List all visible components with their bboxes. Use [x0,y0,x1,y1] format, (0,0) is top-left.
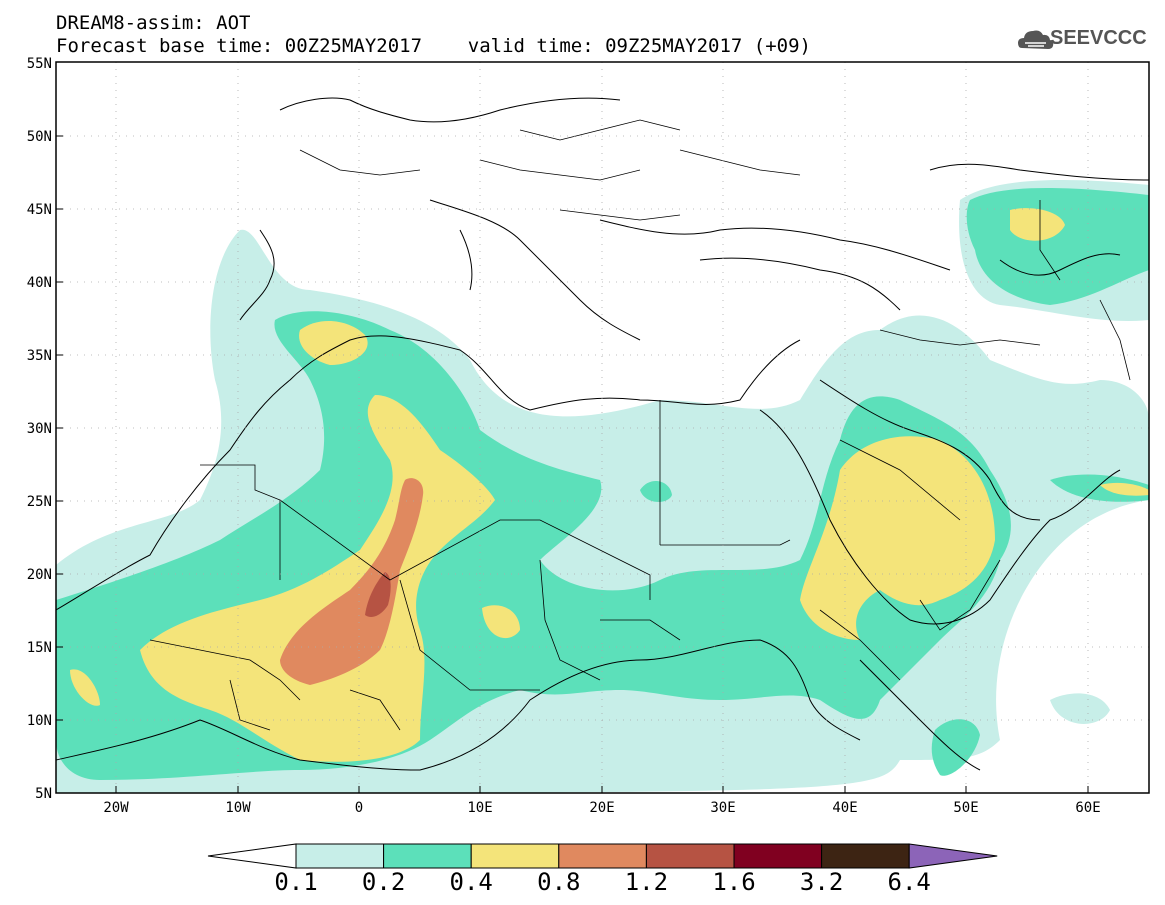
gridlines [56,62,1149,793]
lat-label: 15N [27,640,52,656]
lon-label: 50E [953,800,978,816]
title-line-1: DREAM8-assim: AOT [56,12,251,34]
lat-label: 50N [27,129,52,145]
lat-label: 40N [27,275,52,291]
lat-label: 10N [27,713,52,729]
logo-text: SEEVCCC [1050,27,1147,49]
cloud-icon [1018,30,1054,49]
lon-label: 10W [225,800,251,816]
borders [149,119,1131,731]
lat-label: 55N [27,56,52,72]
lon-labels: 20W 10W 0 10E 20E 30E 40E 50E 60E [103,800,1100,816]
lat-labels: 5N 10N 15N 20N 25N 30N 35N 40N 45N 50N 5… [27,56,52,802]
colorbar-segment [821,843,910,869]
lat-label: 25N [27,494,52,510]
colorbar-label: 0.8 [537,868,581,896]
colorbar-label: 0.1 [274,868,318,896]
lat-label: 5N [35,786,52,802]
colorbar-label: 0.4 [449,868,493,896]
colorbar-label: 3.2 [799,868,844,896]
lon-label: 30E [710,800,735,816]
title-line-2: Forecast base time: 00Z25MAY2017 valid t… [56,35,811,57]
lon-label: 10E [467,800,492,816]
colorbar-label: 1.6 [712,868,756,896]
colorbar-label: 6.4 [887,868,931,896]
colorbar-segment [733,843,823,869]
lon-label: 40E [832,800,857,816]
colorbar-segment [383,843,472,869]
colorbar-label: 0.2 [361,868,406,896]
colorbar-segment [295,843,385,869]
lat-label: 45N [27,202,52,218]
colorbar-segment [470,843,560,869]
lat-label: 20N [27,567,52,583]
lon-label: 0 [355,800,363,816]
colorbar-over-triangle [908,843,998,869]
lon-label: 60E [1075,800,1100,816]
axis-ticks [56,135,1089,793]
aot-fields [56,97,1149,793]
lat-label: 35N [27,348,52,364]
colorbar-label: 1.2 [624,868,669,896]
colorbar-segment [558,843,647,869]
colorbar-under-triangle [207,843,297,869]
colorbar [207,843,998,869]
lat-label: 30N [27,421,52,437]
coastlines [56,97,1149,771]
lon-label: 20W [103,800,129,816]
colorbar-segment [645,843,735,869]
lon-label: 20E [589,800,614,816]
